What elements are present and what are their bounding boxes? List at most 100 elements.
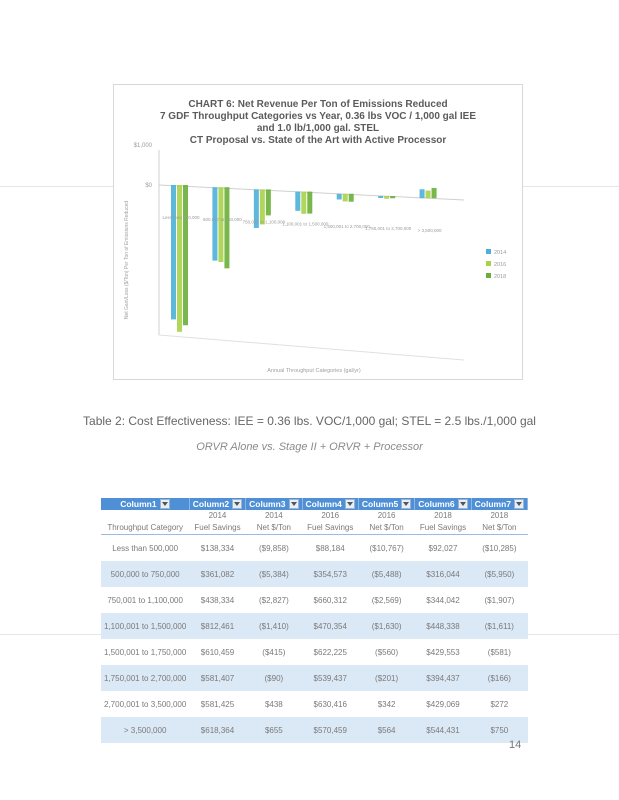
chart-title-line-3: and 1.0 lb/1,000 gal. STEL [256,123,380,134]
table-cell: ($9,858) [258,543,289,553]
y-tick-label-top: $1,000 [134,143,153,149]
bar-2016-cat-6 [384,196,390,199]
table-cell: ($166) [471,665,528,691]
table-cell: ($2,569) [371,595,402,605]
legend-label-2014: 2014 [494,250,506,256]
legend-swatch-2018 [486,273,491,278]
y-axis-label: Net Gain/Loss ($/Ton) Per Ton of Emissio… [124,201,130,320]
subheader-cell: Fuel Savings [414,521,472,535]
table-row: 1,500,001 to 1,750,000 $610,459 ($415) $622… [101,639,528,665]
table-cell: $618,364 [189,717,246,743]
table-cell: ($10,285) [482,543,517,553]
table-cell: ($1,410) [245,613,303,639]
year-cell [101,510,189,521]
year-cell: 2014 [264,511,283,520]
filter-dropdown-icon[interactable] [457,499,468,510]
filter-dropdown-icon[interactable] [232,499,243,510]
chart-canvas: $1,000 $0 Net Gain/Loss ($/Ton) Per Ton of… [124,143,506,374]
category-label: > 3,500,000 [418,228,442,233]
table-cell: $581,425 [200,699,235,709]
legend-swatch-2014 [486,249,491,254]
table-cell: $88,184 [315,543,345,553]
chart-title-line-2: 7 GDF Throughput Categories vs Year, 0.3… [159,111,477,122]
table-cell: $622,225 [313,647,347,657]
table-caption: Table 2: Cost Effectiveness: IEE = 0.36 … [83,414,536,428]
bar-2018-cat-5 [348,193,354,202]
column-header-label: Column4 [305,498,342,509]
legend-label-2016: 2016 [494,262,506,268]
subheader-cell: Fuel Savings [302,521,359,535]
column-header-4[interactable]: Column4 [302,498,359,510]
bar-2018-cat-4 [307,191,313,214]
column-header-7[interactable]: Column7 [471,498,529,510]
x-axis-label: Annual Throughput Categories (gal/yr) [267,368,361,374]
subheader-cell: Net $/Ton [471,521,528,535]
bar-2014-cat-7 [419,189,425,199]
bar-2014-cat-1 [171,185,176,320]
chart-title: CHART 6: Net Revenue Per Ton of Emission… [114,99,522,147]
column-header-label: Column1 [120,498,157,509]
page-number: 14 [509,739,522,751]
table-cell: $344,042 [426,595,460,605]
year-cell: 2014 [208,511,227,520]
table-row: 750,001 to 1,100,000 $438,334 ($2,827) $660… [101,587,528,613]
throughput-category-cell: 1,750,001 to 2,700,000 [101,665,190,691]
table-row: 500,000 to 750,000 $361,082 ($5,384) $354,5… [101,561,528,587]
subheader-cell: Throughput Category [101,521,190,535]
table-cell: $564 [358,717,415,743]
table-cell: ($5,488) [358,561,415,587]
table-row: Less than 500,000 $138,334 ($9,858) $88,184… [101,535,528,562]
throughput-category-cell: 1,100,001 to 1,500,000 [101,613,190,639]
filter-dropdown-icon[interactable] [514,499,525,510]
table-cell: ($415) [262,647,286,657]
bar-2014-cat-5 [336,193,342,200]
bar-2018-cat-7 [431,187,437,199]
category-label: 500,000 to 750,000 [203,217,242,222]
table-cell: ($201) [358,665,415,691]
table-header-row: Column1 Column2 Column3 Column4 Column5 Colum… [101,498,529,510]
column-header-1[interactable]: Column1 [101,498,190,510]
table-cell: $581,407 [189,665,246,691]
bar-2014-cat-2 [212,187,218,261]
column-header-6[interactable]: Column6 [414,498,472,510]
subheader-cell: Net $/Ton [358,521,415,535]
bar-2016-cat-5 [342,193,348,202]
bar-2016-cat-1 [177,185,182,332]
subheader-cell: Fuel Savings [189,521,246,535]
column-header-2[interactable]: Column2 [189,498,247,510]
column-header-3[interactable]: Column3 [245,498,303,510]
column-header-label: Column5 [361,498,399,509]
filter-dropdown-icon[interactable] [344,499,355,510]
table-row: 1,750,001 to 2,700,000 $581,407 ($90) $539,… [101,665,528,691]
bar-2018-cat-3 [265,189,271,216]
table-cell: ($1,611) [471,613,528,639]
bar-2014-cat-6 [378,196,384,198]
column-header-label: Column6 [418,498,455,509]
table-cell: $630,416 [313,699,347,709]
year-cell: 2018 [434,511,452,520]
chart-figure: $1,000 $0 Net Gain/Loss ($/Ton) Per Ton of… [113,84,523,380]
chart-title-line-1: CHART 6: Net Revenue Per Ton of Emission… [188,99,448,110]
table-row: > 3,500,000 $618,364 $655 $570,459 $564 $544,… [101,717,528,743]
chart-title-line-4: CT Proposal vs. State of the Art with Ac… [189,135,447,146]
legend-swatch-2016 [486,261,491,266]
bar-2018-cat-2 [224,187,230,269]
bar-2014-cat-3 [253,189,259,228]
filter-dropdown-icon[interactable] [401,499,412,510]
bar-2016-cat-7 [425,190,431,199]
table-cell: $429,069 [426,699,460,709]
table-cell: $138,334 [200,543,235,553]
table-cell: ($5,384) [245,561,303,587]
table-cell: $354,573 [302,561,359,587]
category-label: 750,001 to 1,100,000 [243,219,286,224]
table-cell: $539,437 [302,665,359,691]
throughput-category-cell: 500,000 to 750,000 [101,561,190,587]
table-year-row: 2014 2014 2016 2016 2018 2018 [101,510,528,521]
table-cell: $429,553 [426,647,460,657]
table-subcaption: ORVR Alone vs. Stage II + ORVR + Process… [196,441,423,453]
table-cell: $342 [377,699,396,709]
year-cell: 2016 [377,511,396,520]
filter-dropdown-icon[interactable] [159,499,170,510]
column-header-5[interactable]: Column5 [358,498,416,510]
filter-dropdown-icon[interactable] [288,499,299,510]
